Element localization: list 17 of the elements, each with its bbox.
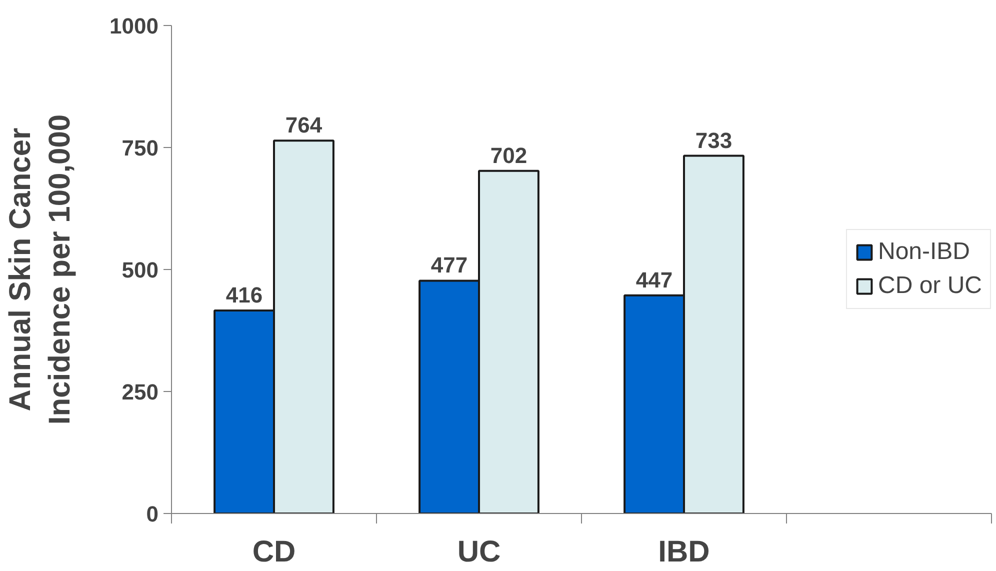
data-label: 477 bbox=[430, 252, 468, 278]
y-tick-label: 750 bbox=[122, 136, 159, 160]
y-tick-label: 1000 bbox=[110, 14, 159, 38]
legend-label: Non-IBD bbox=[878, 238, 970, 266]
y-axis-title: Annual Skin Cancer Incidence per 100,000 bbox=[4, 114, 77, 425]
legend-label: CD or UC bbox=[878, 272, 982, 300]
y-tick-label: 500 bbox=[122, 258, 159, 282]
y-tick-label: 250 bbox=[122, 380, 159, 404]
y-tick-label: 0 bbox=[146, 502, 159, 526]
data-label: 733 bbox=[695, 128, 732, 153]
x-tick-label: CD bbox=[252, 536, 296, 568]
data-label: 447 bbox=[636, 267, 673, 292]
data-label: 702 bbox=[490, 142, 528, 168]
data-label: 416 bbox=[226, 282, 263, 308]
x-tick-label: IBD bbox=[658, 536, 710, 568]
x-tick-label: UC bbox=[457, 536, 501, 568]
data-label: 764 bbox=[285, 112, 323, 138]
